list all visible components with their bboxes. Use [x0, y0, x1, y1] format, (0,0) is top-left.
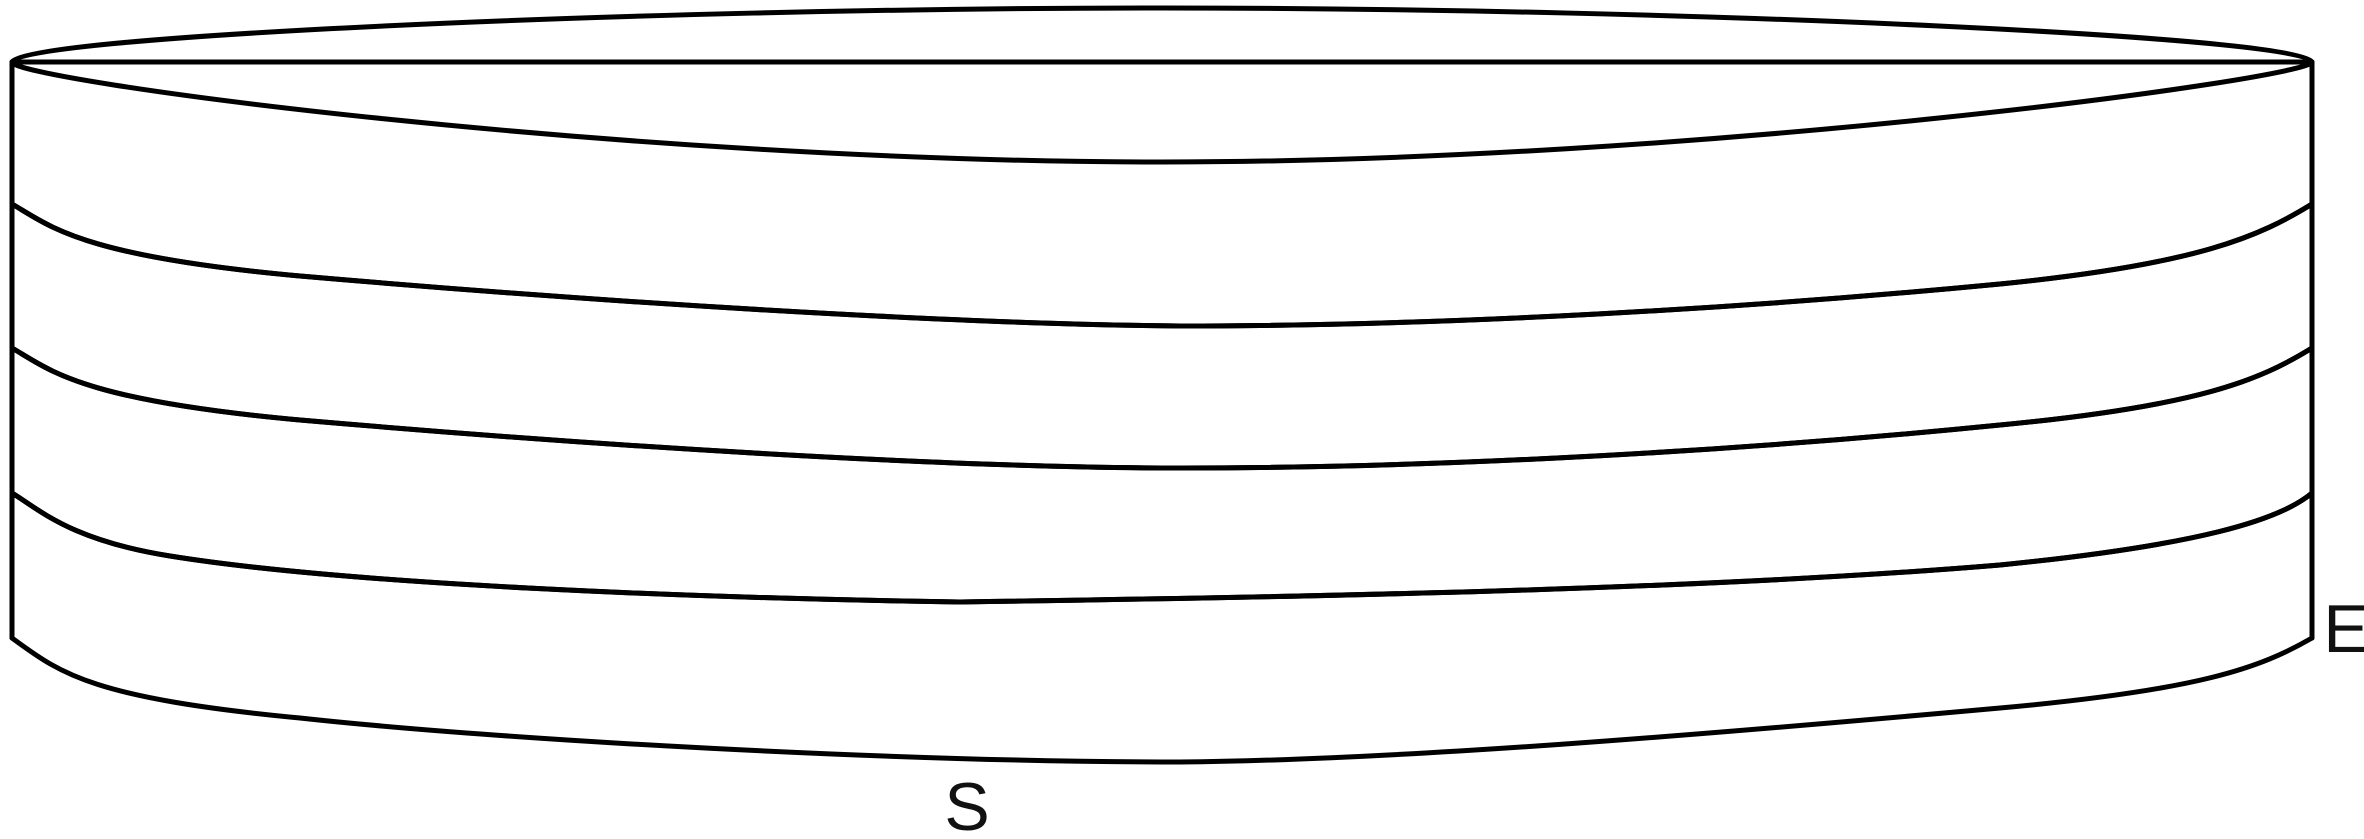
layer-2 [9, 201, 2315, 471]
label-e: E [2323, 591, 2364, 667]
label-s: S [944, 769, 989, 839]
cylinder-top-rim [9, 5, 2315, 165]
layer-3 [9, 345, 2315, 605]
layer-bottom [9, 490, 2315, 765]
layer-top [9, 59, 2315, 329]
